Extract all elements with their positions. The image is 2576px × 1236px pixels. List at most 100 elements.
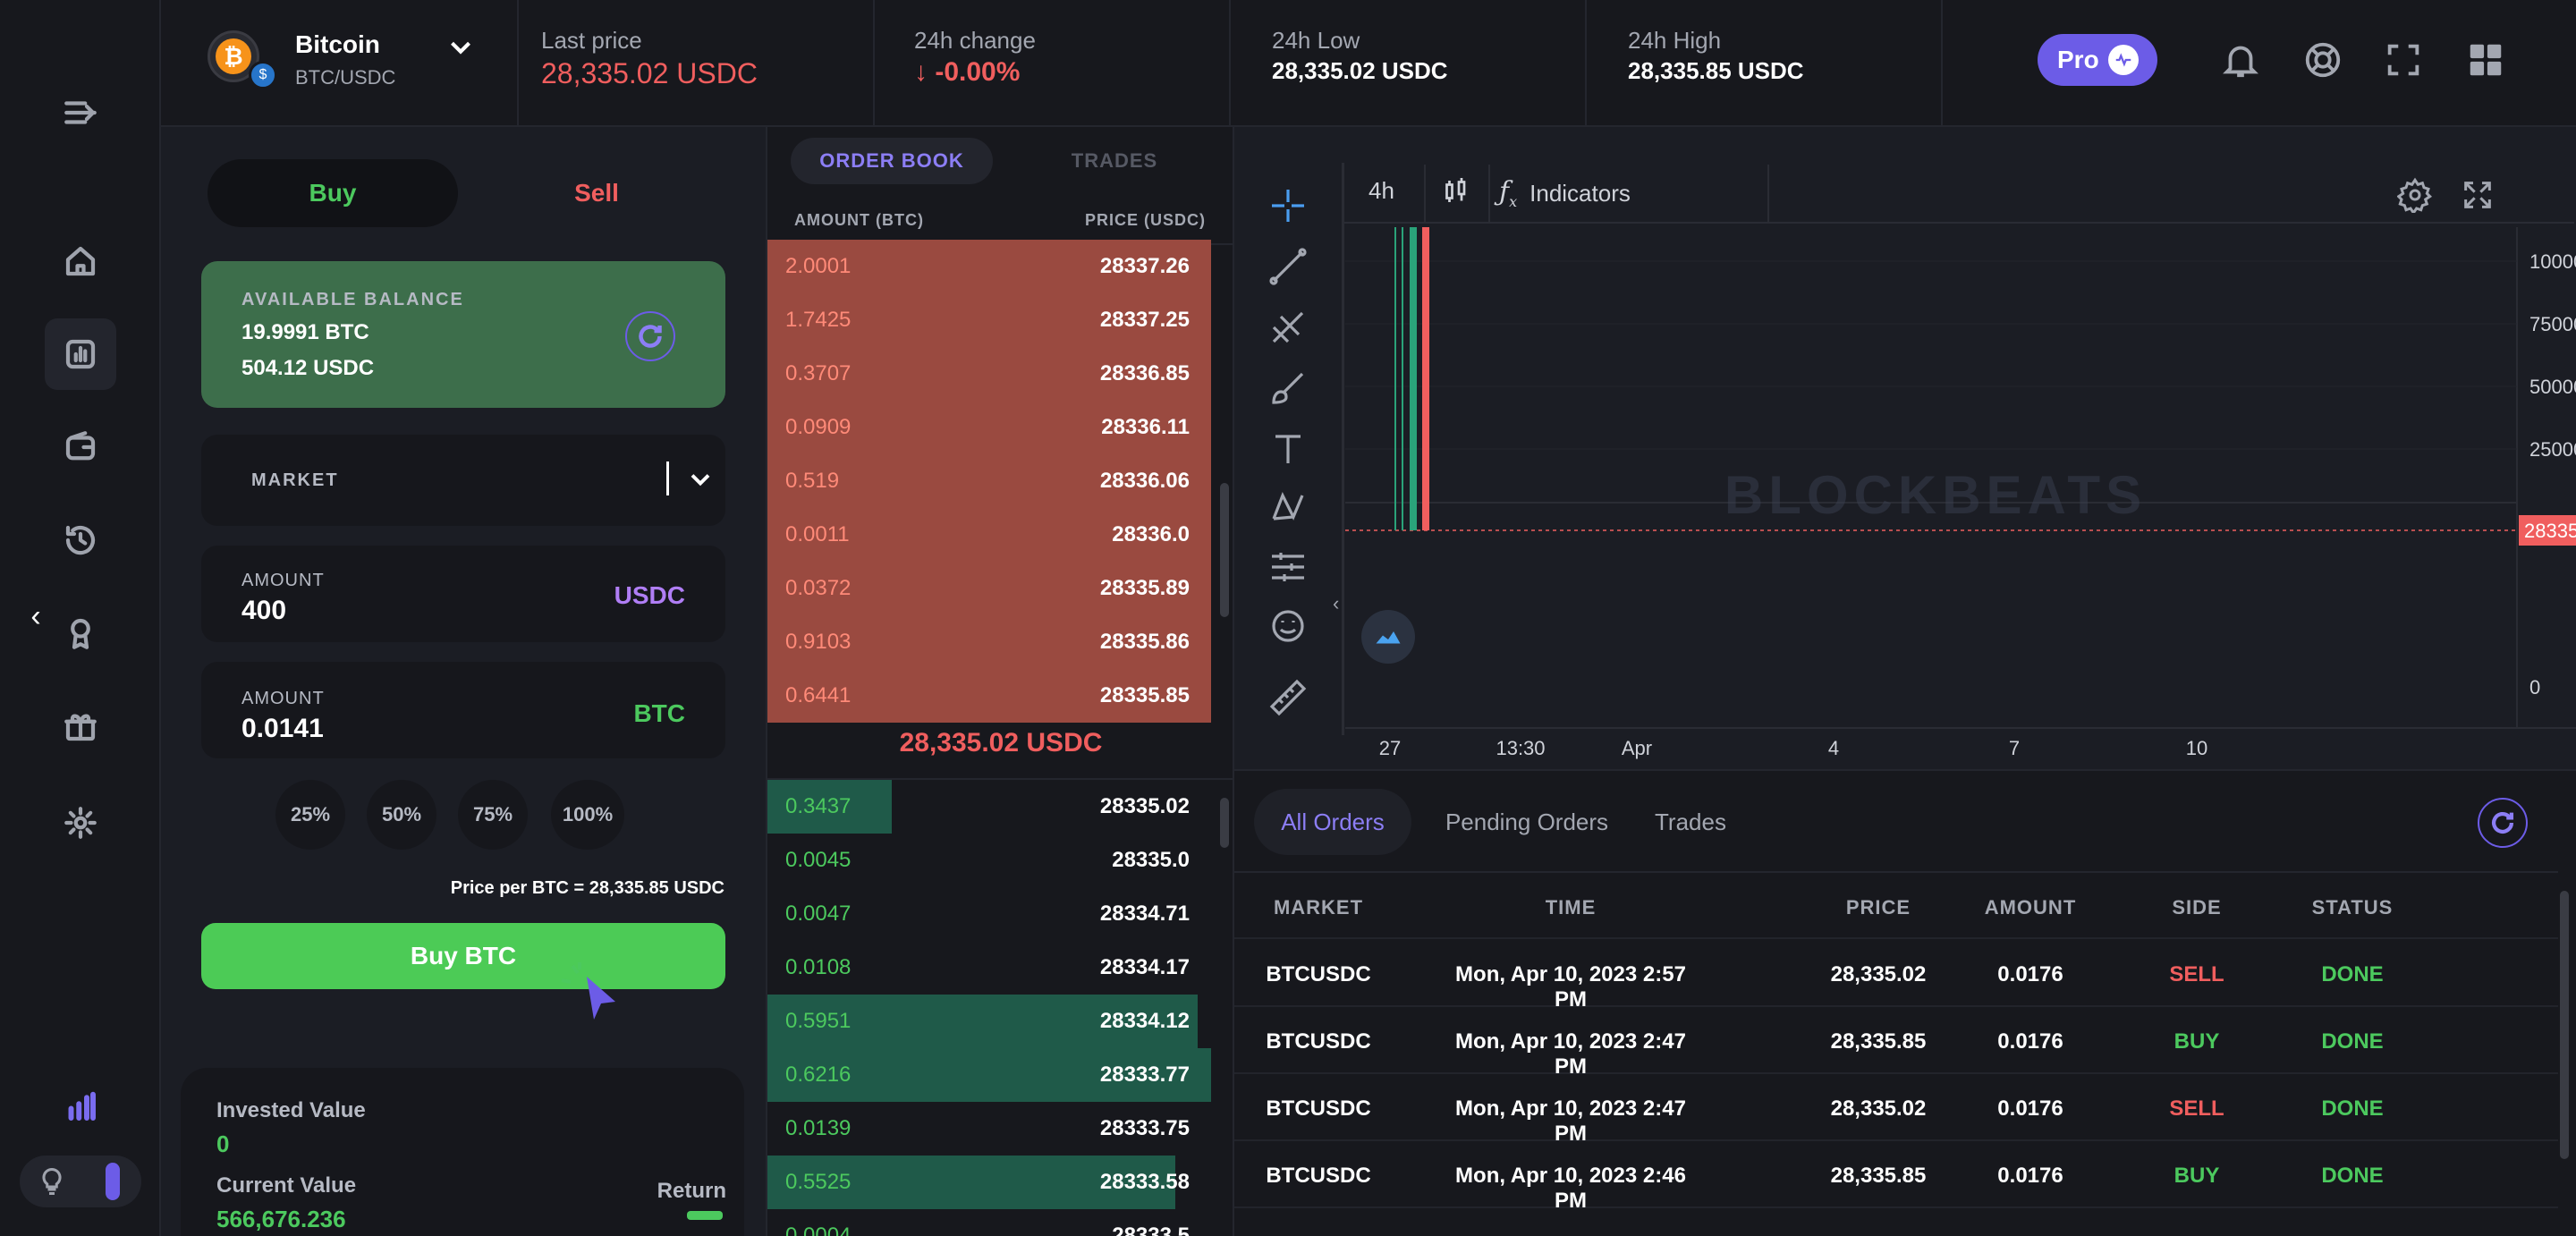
order-amount: 0.0176 xyxy=(1997,1164,2063,1188)
ask-row[interactable]: 1.7425 28337.25 xyxy=(767,293,1211,347)
ruler-icon[interactable] xyxy=(1267,676,1309,719)
order-price: 28,335.85 xyxy=(1830,1164,1927,1188)
history-icon[interactable] xyxy=(45,504,116,576)
ask-row[interactable]: 0.0909 28336.11 xyxy=(767,401,1211,454)
percent-25-button[interactable]: 25% xyxy=(275,780,345,850)
tab-all-orders[interactable]: All Orders xyxy=(1254,789,1411,855)
asks-scrollbar[interactable] xyxy=(1220,483,1229,617)
tab-trades[interactable]: TRADES xyxy=(1016,138,1213,184)
tab-trades-orders-label: Trades xyxy=(1655,808,1726,835)
y-tick-label: 1000000.00 xyxy=(2529,250,2576,273)
gift-icon[interactable] xyxy=(45,690,116,762)
tab-order-book[interactable]: ORDER BOOK xyxy=(791,138,993,184)
fib-tool-icon[interactable] xyxy=(1267,306,1309,349)
pair-selector[interactable]: ₿ $ Bitcoin BTC/USDC xyxy=(161,0,519,125)
percent-100-button[interactable]: 100% xyxy=(551,780,624,850)
pro-button[interactable]: Pro xyxy=(2038,34,2157,86)
chart-icon[interactable] xyxy=(45,318,116,390)
amount-usdc-field[interactable]: AMOUNT 400 USDC xyxy=(201,546,725,642)
prev-arrow-icon[interactable]: ‹ xyxy=(30,599,41,633)
wallet-icon[interactable] xyxy=(45,411,116,483)
order-row[interactable]: BTCUSDC Mon, Apr 10, 2023 2:47 PM 28,335.8… xyxy=(1234,1008,2558,1079)
bid-price: 28333.77 xyxy=(1099,1062,1190,1087)
ask-row[interactable]: 0.0011 28336.0 xyxy=(767,508,1211,562)
top-bar: ₿ $ Bitcoin BTC/USDC Last price 28,335.0… xyxy=(161,0,2576,127)
award-icon[interactable] xyxy=(45,597,116,669)
text-tool-icon[interactable] xyxy=(1267,428,1309,470)
bid-row[interactable]: 0.0108 28334.17 xyxy=(767,941,1211,995)
ask-row[interactable]: 0.0372 28335.89 xyxy=(767,562,1211,615)
order-amount: 0.0176 xyxy=(1997,1096,2063,1121)
bid-row[interactable]: 0.0045 28335.0 xyxy=(767,834,1211,887)
candlestick-icon[interactable] xyxy=(1440,175,1472,207)
buy-tab[interactable]: Buy xyxy=(208,159,458,227)
lifebuoy-icon[interactable] xyxy=(2302,39,2343,80)
y-tick-label: 250000.00 xyxy=(2529,438,2576,461)
settings-icon[interactable] xyxy=(45,787,116,859)
chart-expand-icon[interactable] xyxy=(2460,177,2496,213)
sell-tab[interactable]: Sell xyxy=(467,159,726,227)
crosshair-icon[interactable] xyxy=(1267,184,1309,227)
interval-button[interactable]: 4h xyxy=(1368,177,1394,204)
bid-row[interactable]: 0.5525 28333.58 xyxy=(767,1156,1211,1209)
orders-refresh-icon[interactable] xyxy=(2478,798,2528,848)
ask-row[interactable]: 0.6441 28335.85 xyxy=(767,669,1211,723)
brush-icon[interactable] xyxy=(1267,367,1309,410)
ask-depth-bar xyxy=(767,293,1211,347)
bids-scrollbar[interactable] xyxy=(1220,798,1229,848)
theme-toggle[interactable] xyxy=(20,1156,141,1207)
trend-line-icon[interactable] xyxy=(1267,245,1309,288)
bid-row[interactable]: 0.3437 28335.02 xyxy=(767,780,1211,834)
bid-amount: 0.0047 xyxy=(785,902,852,926)
ask-row[interactable]: 0.9103 28335.86 xyxy=(767,615,1211,669)
emoji-icon[interactable] xyxy=(1267,605,1309,648)
x-tick-label: Apr xyxy=(1622,737,1652,759)
order-row[interactable]: BTCUSDC Mon, Apr 10, 2023 2:46 PM 28,335.8… xyxy=(1234,1142,2558,1213)
col-market: MARKET xyxy=(1273,896,1364,919)
indicators-button[interactable]: ƒx Indicators xyxy=(1499,174,1631,213)
bid-amount: 0.0045 xyxy=(785,848,852,872)
bid-row[interactable]: 0.0004 28333.5 xyxy=(767,1209,1211,1236)
order-row[interactable]: BTCUSDC Mon, Apr 10, 2023 2:57 PM 28,335.0… xyxy=(1234,941,2558,1012)
tv-logo-icon[interactable] xyxy=(1361,610,1415,664)
ask-amount: 0.0909 xyxy=(785,415,852,439)
bell-icon[interactable] xyxy=(2220,39,2261,80)
bid-price: 28333.5 xyxy=(1112,1223,1190,1236)
bid-row[interactable]: 0.6216 28333.77 xyxy=(767,1048,1211,1102)
tab-trades-orders[interactable]: Trades xyxy=(1628,789,1753,855)
order-type-value: MARKET xyxy=(251,470,339,490)
stats-bars-icon[interactable] xyxy=(45,1070,116,1141)
percent-75-button[interactable]: 75% xyxy=(458,780,528,850)
pattern-tool-icon[interactable] xyxy=(1267,487,1309,529)
ask-row[interactable]: 0.519 28336.06 xyxy=(767,454,1211,508)
fullscreen-icon[interactable] xyxy=(2383,39,2424,80)
price-chart[interactable]: 1000000.00 750000.00 500000.00 250000.00 0 28… xyxy=(1345,227,2576,769)
order-type-select[interactable]: MARKET xyxy=(201,435,725,526)
measure-tool-icon[interactable] xyxy=(1267,546,1309,588)
refresh-icon[interactable] xyxy=(625,311,675,361)
ask-row[interactable]: 0.3707 28336.85 xyxy=(767,347,1211,401)
col-price: PRICE xyxy=(1845,896,1911,919)
collapse-arrow-icon[interactable] xyxy=(45,77,116,148)
tools-collapse-icon[interactable]: ‹ xyxy=(1333,592,1340,614)
tab-pending-orders[interactable]: Pending Orders xyxy=(1433,789,1621,855)
select-divider xyxy=(666,461,669,495)
ask-row[interactable]: 2.0001 28337.26 xyxy=(767,240,1211,293)
amount-btc-field[interactable]: AMOUNT 0.0141 BTC xyxy=(201,662,725,758)
orders-scrollbar[interactable] xyxy=(2560,891,2569,1159)
order-row[interactable]: BTCUSDC Mon, Apr 10, 2023 2:47 PM 28,335.0… xyxy=(1234,1075,2558,1146)
bid-row[interactable]: 0.0047 28334.71 xyxy=(767,887,1211,941)
buy-btc-button[interactable]: Buy BTC xyxy=(201,923,725,989)
bid-row[interactable]: 0.0139 28333.75 xyxy=(767,1102,1211,1156)
layout-grid-icon[interactable] xyxy=(2465,39,2506,80)
toolbar-divider-2 xyxy=(1488,165,1490,222)
home-icon[interactable] xyxy=(45,225,116,297)
chart-toolbar: 4h ƒx Indicators xyxy=(1342,165,2574,224)
bid-depth-bar xyxy=(767,995,1199,1048)
bid-row[interactable]: 0.5951 28334.12 xyxy=(767,995,1211,1048)
percent-50-button[interactable]: 50% xyxy=(367,780,436,850)
order-amount: 0.0176 xyxy=(1997,962,2063,986)
chart-settings-icon[interactable] xyxy=(2397,177,2433,213)
high-value: 28,335.85 USDC xyxy=(1628,57,1804,84)
ask-price: 28337.26 xyxy=(1099,254,1190,278)
